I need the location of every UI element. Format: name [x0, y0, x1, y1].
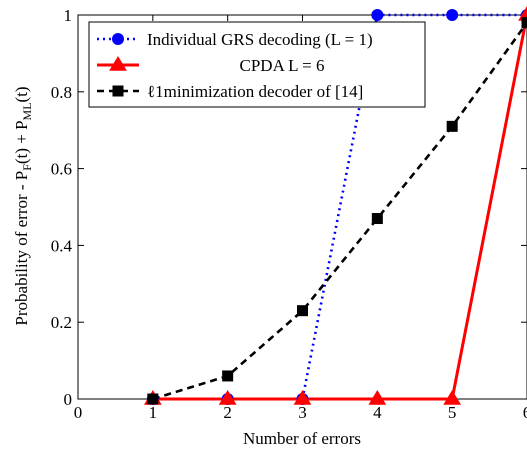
x-tick-label: 5 — [448, 403, 457, 422]
y-tick-label: 0.2 — [51, 313, 72, 332]
legend-label-2: ℓ1minimization decoder of [14] — [147, 82, 363, 101]
markers-layer — [143, 6, 527, 405]
x-tick-label: 0 — [74, 403, 83, 422]
data-point-2 — [222, 370, 234, 382]
y-tick-label: 0.6 — [51, 160, 72, 179]
data-point-0 — [446, 9, 459, 21]
series-layer — [152, 13, 527, 401]
data-point-1 — [368, 390, 387, 405]
legend: Individual GRS decoding (L = 1) CPDA L = … — [88, 21, 426, 108]
data-point-2 — [521, 17, 527, 29]
x-tick-label: 4 — [373, 403, 382, 422]
data-point-2 — [371, 213, 383, 225]
legend-marker-1 — [109, 56, 127, 71]
legend-marker-0 — [112, 33, 124, 45]
x-tick-label: 2 — [223, 403, 232, 422]
legend-label-1: CPDA L = 6 — [240, 56, 325, 75]
y-tick-label: 1 — [64, 6, 73, 25]
legend-box — [88, 21, 426, 108]
data-point-2 — [297, 305, 308, 317]
y-tick-label: 0 — [64, 390, 73, 409]
series-line-2 — [152, 21, 527, 401]
data-point-1 — [293, 390, 312, 405]
y-tick-label: 0.4 — [51, 236, 73, 255]
series-line-1 — [152, 14, 527, 401]
data-point-1 — [218, 390, 237, 405]
data-point-1 — [443, 390, 462, 405]
legend-label-0: Individual GRS decoding (L = 1) — [147, 30, 373, 49]
y-tick-label: 0.8 — [51, 83, 72, 102]
x-tick-label: 1 — [149, 403, 158, 422]
data-point-1 — [518, 6, 527, 21]
data-point-2 — [147, 393, 159, 405]
legend-marker-2 — [112, 85, 124, 97]
data-point-0 — [371, 9, 384, 21]
x-tick-label: 3 — [298, 403, 307, 422]
x-tick-label: 6 — [523, 403, 527, 422]
x-axis-title: Number of errors — [243, 429, 361, 448]
y-axis-title: Probability of error - PF​(t) + PML​(t) — [12, 86, 34, 325]
data-point-2 — [446, 120, 458, 132]
